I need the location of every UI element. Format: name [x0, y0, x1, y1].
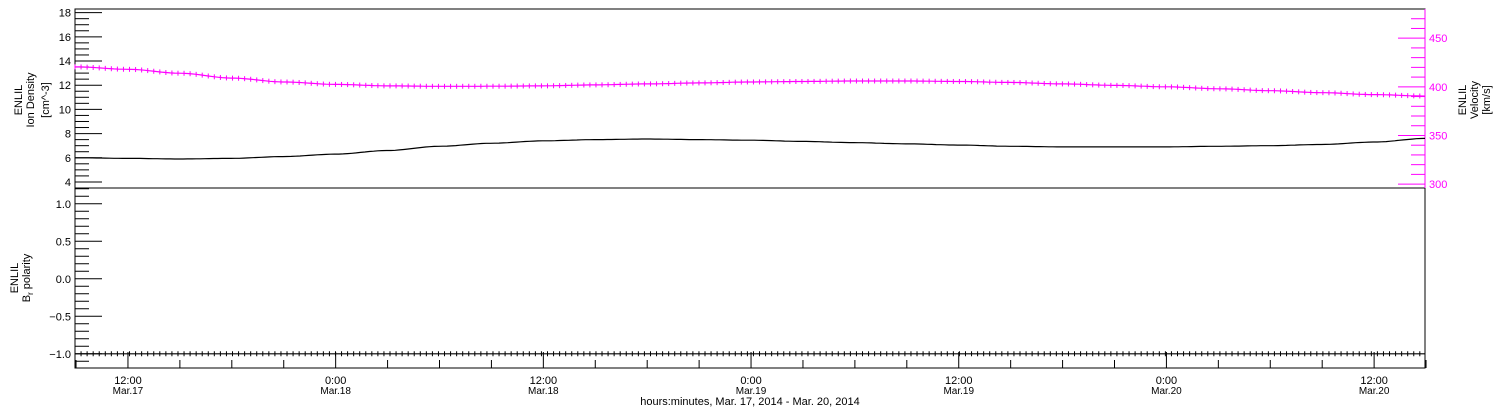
x-tick-time-label: 12:00 [530, 375, 558, 387]
x-axis-title: hours:minutes, Mar. 17, 2014 - Mar. 20, … [640, 396, 860, 408]
x-tick-date-label: Mar.18 [528, 386, 559, 397]
polarity-ylabel-line2: Br polarity [21, 253, 35, 302]
x-tick-date-label: Mar.18 [320, 386, 351, 397]
polarity-tick-label: 0.5 [56, 236, 71, 248]
velocity-line [75, 66, 1426, 97]
density-tick-label: 12 [59, 80, 71, 92]
bottom-panel-frame [74, 187, 1426, 369]
x-tick-date-label: Mar.20 [1359, 386, 1390, 397]
x-tick-date-label: Mar.19 [943, 386, 974, 397]
density-tick-label: 8 [65, 129, 71, 141]
density-tick-label: 16 [59, 32, 71, 44]
velocity-tick-label: 400 [1429, 82, 1447, 94]
velocity-tick-label: 300 [1429, 179, 1447, 191]
x-tick-time-label: 0:00 [1156, 375, 1177, 387]
polarity-tick-label: −1.0 [49, 349, 71, 361]
density-tick-label: 6 [65, 153, 71, 165]
polarity-ylabel-line1: ENLIL [9, 263, 21, 294]
x-tick-date-label: Mar.17 [113, 386, 144, 397]
density-line [75, 137, 1426, 160]
velocity-tick-label: 350 [1429, 130, 1447, 142]
density-tick-label: 4 [65, 177, 71, 189]
density-tick-label: 18 [59, 8, 71, 20]
axes: 4 6 8 10 12 14 16 18 300 350 400 450 1.0 0.5 0.0 −0.5 −1… [49, 8, 1447, 397]
velocity-tick-label: 450 [1429, 33, 1447, 45]
x-tick-time-label: 12:00 [1360, 375, 1388, 387]
x-tick-time-label: 0:00 [325, 375, 346, 387]
x-tick-time-label: 0:00 [740, 375, 761, 387]
polarity-tick-label: 0.0 [56, 274, 71, 286]
top-panel-frame [74, 8, 1426, 189]
x-tick-time-label: 12:00 [114, 375, 142, 387]
velocity-ylabel-line1: ENLIL [1457, 85, 1469, 116]
x-tick-date-label: Mar.20 [1151, 386, 1182, 397]
density-ylabel-line2: Ion Density [25, 72, 37, 128]
velocity-ylabel-line2: Velocity [1469, 81, 1481, 119]
polarity-tick-label: −0.5 [49, 311, 71, 323]
polarity-tick-label: 1.0 [56, 199, 71, 211]
density-ylabel-units: [cm^-3] [40, 82, 52, 118]
velocity-ylabel-units: [km/s] [1481, 85, 1493, 114]
density-ylabel-line1: ENLIL [13, 85, 25, 116]
density-tick-label: 10 [59, 104, 71, 116]
density-tick-label: 14 [59, 56, 71, 68]
x-tick-date-label: Mar.19 [736, 386, 767, 397]
x-tick-time-label: 12:00 [945, 375, 973, 387]
data-marks [74, 64, 1426, 357]
